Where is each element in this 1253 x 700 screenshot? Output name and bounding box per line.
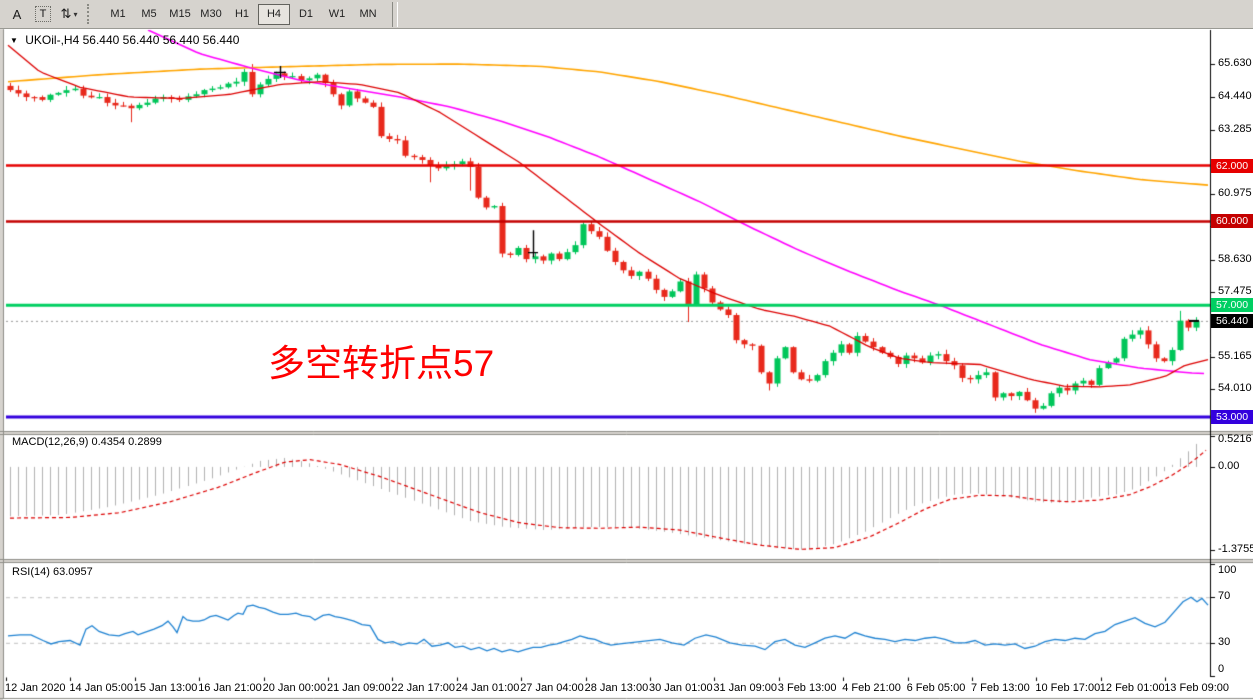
rsi-axis-label: 100 xyxy=(1218,564,1237,576)
date-axis-label: 24 Jan 01:00 xyxy=(455,682,520,694)
timeframe-m1-button[interactable]: M1 xyxy=(110,8,126,20)
chart-text-annotation: 多空转折点57 xyxy=(268,343,495,384)
cursor-arrows-icon: ⇅ xyxy=(60,6,72,21)
price-level-badge: 53.000 xyxy=(1211,410,1253,425)
text-frame-button[interactable]: T xyxy=(31,3,55,25)
toolbar: A T ⇅ ▾ M1 M5 M15 M30 H1 H4 D1 W1 MN xyxy=(0,0,1253,29)
symbol-dropdown-icon[interactable]: ▼ xyxy=(10,36,18,45)
macd-axis-label: -1.3755 xyxy=(1218,542,1253,555)
date-axis-label: 30 Jan 01:00 xyxy=(649,682,713,694)
price-axis-label: 60.975 xyxy=(1218,187,1252,200)
date-axis-label: 12 Feb 01:00 xyxy=(1099,682,1165,694)
timeframe-toolbar: M1 M5 M15 M30 H1 H4 D1 W1 MN xyxy=(103,3,384,25)
rsi-indicator-label: RSI(14) 63.0957 xyxy=(12,566,93,578)
date-axis-label: 7 Feb 13:00 xyxy=(971,682,1030,694)
toolbar-separator xyxy=(392,1,398,27)
ohlc-quotes: 56.440 56.440 56.440 56.440 xyxy=(82,33,240,47)
date-axis-label: 13 Feb 09:00 xyxy=(1164,682,1230,694)
timeframe-m15-button[interactable]: M15 xyxy=(169,8,191,20)
date-axis-label: 6 Feb 05:00 xyxy=(906,682,966,694)
symbol-label: UKOil-,H4 xyxy=(25,33,80,47)
price-level-badge: 60.000 xyxy=(1211,214,1253,229)
timeframe-w1-button[interactable]: W1 xyxy=(328,8,346,20)
rsi-axis-label: 30 xyxy=(1218,635,1231,648)
price-axis-label: 54.010 xyxy=(1218,381,1252,394)
rsi-axis-label: 0 xyxy=(1218,663,1225,675)
date-axis-label: 28 Jan 13:00 xyxy=(584,682,649,694)
timeframe-h4-button[interactable]: H4 xyxy=(258,3,290,25)
price-axis-label: 63.285 xyxy=(1218,122,1252,135)
date-axis-label: 3 Feb 13:00 xyxy=(777,682,837,694)
timeframe-m5-button[interactable]: M5 xyxy=(141,8,157,20)
date-axis-label: 15 Jan 13:00 xyxy=(133,682,198,694)
date-axis-label: 16 Jan 21:00 xyxy=(198,682,262,694)
price-axis-label: 55.165 xyxy=(1218,349,1252,362)
date-axis-label: 22 Jan 17:00 xyxy=(391,682,456,694)
date-axis-label: 27 Jan 04:00 xyxy=(520,682,584,694)
timeframe-m30-button[interactable]: M30 xyxy=(200,8,222,20)
date-axis-label: 4 Feb 21:00 xyxy=(842,682,901,694)
rsi-axis-label: 70 xyxy=(1218,590,1231,603)
date-axis-label: 10 Feb 17:00 xyxy=(1035,682,1101,694)
timeframe-h1-button[interactable]: H1 xyxy=(234,8,250,20)
letter-a-button[interactable]: A xyxy=(12,6,22,22)
date-axis-label: 20 Jan 00:00 xyxy=(262,682,327,694)
date-axis-label: 14 Jan 05:00 xyxy=(69,682,134,694)
price-axis-label: 58.630 xyxy=(1218,252,1252,265)
chart-title: ▼ UKOil-,H4 56.440 56.440 56.440 56.440 xyxy=(10,33,239,47)
cursor-style-button[interactable]: ⇅ ▾ xyxy=(57,3,81,25)
timeframe-d1-button[interactable]: D1 xyxy=(298,8,314,20)
price-axis-label: 65.630 xyxy=(1218,57,1252,70)
date-axis-label: 31 Jan 09:00 xyxy=(713,682,778,694)
date-axis-label: 12 Jan 2020 xyxy=(5,682,66,694)
date-axis-label: 21 Jan 09:00 xyxy=(327,682,391,694)
chevron-down-icon: ▾ xyxy=(73,9,78,19)
price-axis-label: 64.440 xyxy=(1218,90,1252,103)
text-frame-icon: T xyxy=(34,6,52,22)
macd-indicator-label: MACD(12,26,9) 0.4354 0.2899 xyxy=(12,436,162,448)
price-axis-label: 57.475 xyxy=(1218,284,1252,297)
timeframe-mn-button[interactable]: MN xyxy=(359,8,377,20)
macd-axis-label: 0.00 xyxy=(1218,459,1240,472)
price-level-badge: 56.440 xyxy=(1211,313,1253,328)
toolbar-drag-handle[interactable] xyxy=(87,4,97,24)
price-level-badge: 62.000 xyxy=(1211,158,1253,173)
price-level-badge: 57.000 xyxy=(1211,298,1253,313)
macd-axis-label: 0.5216 xyxy=(1218,433,1252,445)
